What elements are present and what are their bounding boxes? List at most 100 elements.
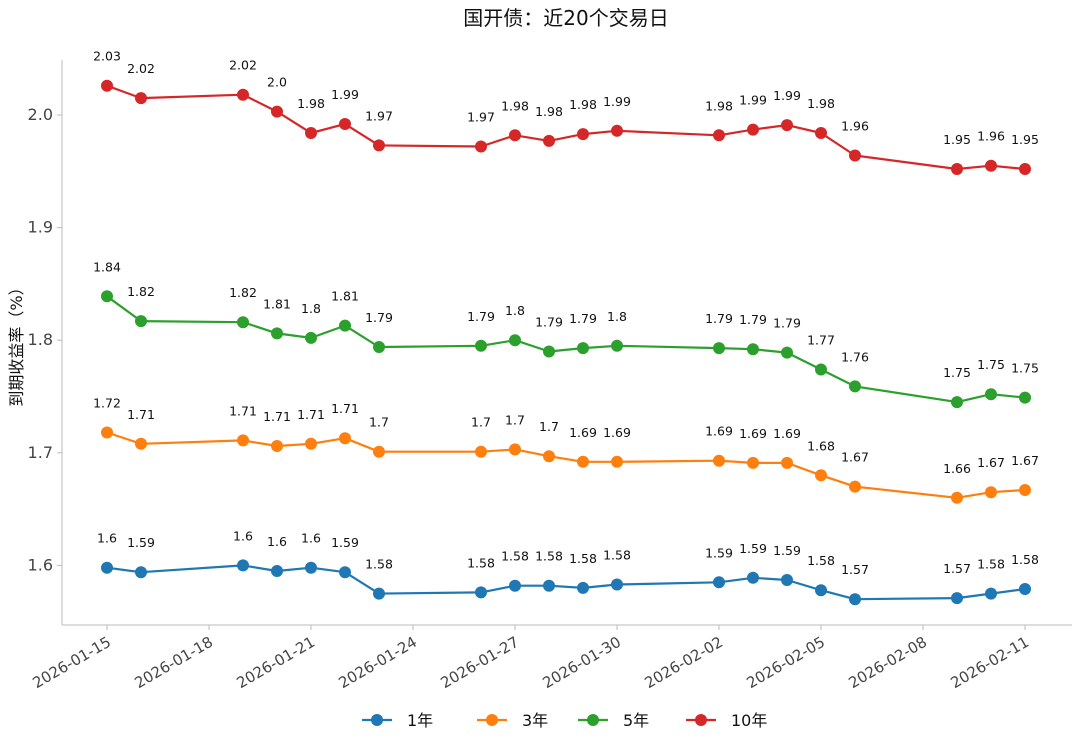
data-label: 1.7 bbox=[471, 415, 491, 430]
data-point bbox=[747, 571, 759, 584]
data-label: 1.72 bbox=[93, 396, 121, 411]
data-label: 1.71 bbox=[263, 409, 291, 424]
data-point bbox=[271, 105, 283, 118]
data-label: 1.96 bbox=[841, 119, 869, 134]
data-point bbox=[271, 327, 283, 340]
data-label: 2.02 bbox=[229, 58, 257, 73]
axes: 1.6 1.7 1.8 1.9 2.0 2026-01-15 2026-01-18 2026-… bbox=[28, 60, 1072, 692]
data-label: 1.58 bbox=[535, 549, 563, 564]
data-label: 1.6 bbox=[97, 531, 117, 546]
data-label: 1.71 bbox=[297, 407, 325, 422]
data-point bbox=[1019, 583, 1031, 595]
data-label: 1.59 bbox=[127, 535, 155, 550]
data-point bbox=[815, 363, 827, 376]
data-point bbox=[611, 124, 623, 137]
data-point bbox=[543, 579, 555, 592]
data-label: 1.79 bbox=[467, 309, 495, 324]
data-point bbox=[509, 129, 521, 142]
data-point bbox=[509, 443, 521, 456]
data-label: 1.6 bbox=[233, 528, 253, 543]
data-point bbox=[849, 380, 861, 393]
y-tick-label: 1.8 bbox=[28, 330, 53, 349]
data-label: 1.75 bbox=[1011, 361, 1039, 376]
x-tick-label: 2026-01-15 bbox=[29, 633, 114, 692]
x-tick-label: 2026-01-24 bbox=[335, 633, 420, 692]
data-label: 1.98 bbox=[569, 97, 597, 112]
data-label: 1.8 bbox=[607, 309, 627, 324]
data-label: 1.8 bbox=[505, 303, 525, 318]
x-tick-label: 2026-01-30 bbox=[539, 633, 624, 692]
data-label: 1.98 bbox=[501, 98, 529, 113]
data-point bbox=[135, 315, 147, 328]
data-label: 1.59 bbox=[331, 535, 359, 550]
data-label: 1.96 bbox=[977, 129, 1005, 144]
data-point bbox=[543, 345, 555, 358]
data-point bbox=[611, 578, 623, 591]
y-tick-label: 1.7 bbox=[28, 443, 53, 462]
data-point bbox=[781, 456, 793, 469]
x-tick-label: 2026-01-21 bbox=[233, 633, 318, 692]
data-label: 1.66 bbox=[943, 461, 971, 476]
data-label: 2.03 bbox=[93, 49, 121, 64]
data-point bbox=[101, 79, 113, 92]
data-label: 1.57 bbox=[841, 562, 869, 577]
data-point bbox=[373, 139, 385, 152]
data-label: 1.67 bbox=[841, 450, 869, 465]
data-point bbox=[815, 127, 827, 139]
data-label: 1.67 bbox=[977, 455, 1005, 470]
data-point bbox=[237, 559, 249, 572]
data-label: 1.99 bbox=[603, 94, 631, 109]
data-point bbox=[1019, 484, 1031, 496]
data-label: 1.7 bbox=[369, 415, 389, 430]
data-point bbox=[951, 491, 963, 504]
data-point bbox=[577, 581, 589, 594]
data-label: 1.82 bbox=[229, 285, 257, 300]
data-label: 1.97 bbox=[467, 110, 495, 125]
series-line bbox=[106, 84, 1026, 171]
data-label: 1.71 bbox=[331, 401, 359, 416]
data-label: 1.58 bbox=[603, 548, 631, 563]
data-label: 1.99 bbox=[773, 88, 801, 103]
data-point bbox=[237, 88, 249, 101]
data-point bbox=[713, 576, 725, 589]
data-point bbox=[135, 437, 147, 450]
data-point bbox=[577, 128, 589, 141]
data-label: 1.71 bbox=[127, 407, 155, 422]
data-point bbox=[611, 455, 623, 468]
data-label: 1.98 bbox=[535, 104, 563, 119]
data-point bbox=[951, 592, 963, 605]
legend-label: 1年 bbox=[407, 711, 433, 730]
data-label: 1.76 bbox=[841, 349, 869, 364]
series-line bbox=[106, 295, 1026, 404]
data-label-layer: 1.6 1.59 1.6 1.6 1.6 1.59 1.58 1.58 1.58 1.58 1.58… bbox=[93, 49, 1039, 578]
x-tick-label: 2026-02-11 bbox=[947, 633, 1032, 692]
data-point bbox=[951, 396, 963, 409]
data-label: 1.99 bbox=[331, 87, 359, 102]
data-label: 2.02 bbox=[127, 61, 155, 76]
data-point bbox=[101, 561, 113, 574]
legend-label: 3年 bbox=[522, 711, 548, 730]
data-point bbox=[271, 565, 283, 577]
data-point bbox=[849, 593, 861, 606]
data-label: 1.95 bbox=[1011, 132, 1039, 147]
x-tick-label: 2026-02-05 bbox=[743, 633, 828, 692]
data-point bbox=[373, 445, 385, 458]
y-tick-label: 1.6 bbox=[28, 555, 53, 574]
data-point bbox=[713, 454, 725, 467]
data-label: 1.7 bbox=[539, 419, 559, 434]
data-label: 1.57 bbox=[943, 561, 971, 576]
data-point bbox=[985, 486, 997, 499]
data-point bbox=[849, 480, 861, 493]
legend-label: 5年 bbox=[623, 711, 649, 730]
data-point bbox=[271, 440, 283, 452]
data-point bbox=[305, 437, 317, 450]
data-label: 1.58 bbox=[569, 551, 597, 566]
data-point bbox=[781, 574, 793, 586]
data-label: 1.59 bbox=[705, 545, 733, 560]
legend-swatch-marker bbox=[587, 714, 599, 726]
data-point bbox=[475, 445, 487, 458]
data-point bbox=[781, 119, 793, 132]
data-point bbox=[475, 339, 487, 352]
data-point bbox=[339, 432, 351, 445]
data-label: 1.84 bbox=[93, 259, 121, 274]
